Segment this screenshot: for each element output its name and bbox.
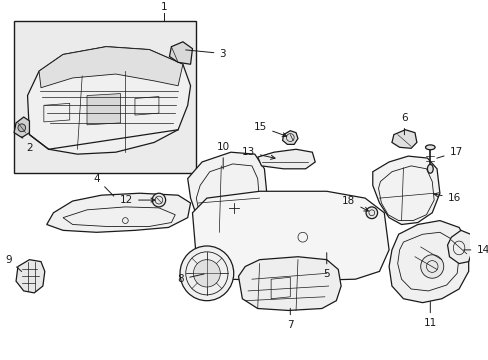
Text: 10: 10 <box>216 142 229 169</box>
Polygon shape <box>391 130 416 148</box>
Polygon shape <box>238 257 341 310</box>
Circle shape <box>180 246 233 301</box>
Text: 8: 8 <box>177 274 204 284</box>
Polygon shape <box>16 260 45 293</box>
Text: 12: 12 <box>120 195 155 205</box>
Polygon shape <box>282 131 297 144</box>
Polygon shape <box>39 47 183 88</box>
Text: 14: 14 <box>463 245 488 255</box>
Text: 18: 18 <box>342 196 367 211</box>
Polygon shape <box>372 156 439 225</box>
Ellipse shape <box>425 145 434 150</box>
Polygon shape <box>257 149 315 169</box>
Text: 15: 15 <box>254 122 286 137</box>
Text: 2: 2 <box>22 136 33 153</box>
Ellipse shape <box>427 165 432 173</box>
Circle shape <box>193 260 220 287</box>
Bar <box>14 21 196 173</box>
Polygon shape <box>192 191 388 281</box>
Text: 4: 4 <box>93 174 114 196</box>
Text: 16: 16 <box>433 193 460 203</box>
Polygon shape <box>27 47 190 154</box>
Text: 11: 11 <box>423 302 436 328</box>
Circle shape <box>152 193 165 207</box>
Polygon shape <box>14 117 29 138</box>
Text: 17: 17 <box>436 147 462 158</box>
Circle shape <box>18 124 25 132</box>
Text: 5: 5 <box>323 253 329 279</box>
Text: 1: 1 <box>160 1 167 12</box>
Polygon shape <box>388 221 468 303</box>
Circle shape <box>420 255 443 278</box>
Text: 3: 3 <box>185 49 225 59</box>
Polygon shape <box>187 152 267 240</box>
Text: 13: 13 <box>241 147 274 159</box>
Text: 9: 9 <box>5 255 21 271</box>
Polygon shape <box>169 42 192 64</box>
Polygon shape <box>447 230 471 264</box>
Circle shape <box>366 207 377 219</box>
Text: 6: 6 <box>400 113 407 135</box>
Polygon shape <box>87 94 121 125</box>
Text: 7: 7 <box>286 309 293 330</box>
Polygon shape <box>47 193 190 232</box>
